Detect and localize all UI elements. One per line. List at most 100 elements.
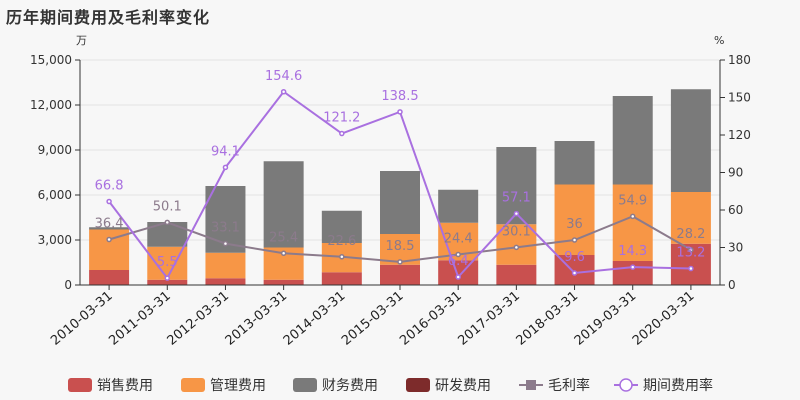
x-tick-label: 2013-03-31 bbox=[223, 289, 291, 349]
data-label-0-8: 36 bbox=[566, 217, 583, 232]
x-tick-label: 2015-03-31 bbox=[339, 289, 407, 349]
data-label-1-3: 154.6 bbox=[265, 69, 302, 84]
data-label-1-2: 94.1 bbox=[211, 144, 240, 159]
data-label-0-7: 30.1 bbox=[502, 224, 531, 239]
data-label-0-5: 18.5 bbox=[386, 239, 415, 254]
bar-0-6 bbox=[438, 260, 479, 285]
line-point-0-8 bbox=[571, 237, 578, 243]
line-point-1-7 bbox=[513, 210, 520, 217]
line-point-0-10 bbox=[688, 247, 694, 253]
x-tick-label: 2018-03-31 bbox=[514, 289, 582, 349]
right-tick-label: 30 bbox=[728, 241, 743, 255]
right-tick-label: 60 bbox=[728, 203, 743, 217]
line-point-0-3 bbox=[280, 250, 287, 256]
left-tick-label: 6,000 bbox=[38, 188, 72, 202]
data-label-1-0: 66.8 bbox=[95, 179, 124, 194]
line-point-0-6 bbox=[455, 251, 461, 258]
bar-0-2 bbox=[205, 278, 246, 285]
bar-2-9 bbox=[612, 96, 653, 185]
legend-label-4: 毛利率 bbox=[548, 377, 590, 394]
line-point-0-7 bbox=[513, 244, 520, 251]
bar-2-6 bbox=[438, 189, 479, 223]
legend-swatch-1 bbox=[181, 378, 205, 392]
left-axis-unit: 万 bbox=[76, 34, 87, 47]
bar-0-3 bbox=[263, 279, 304, 285]
line-point-1-3 bbox=[280, 89, 287, 95]
right-tick-label: 120 bbox=[728, 128, 751, 142]
legend-label-1: 管理费用 bbox=[210, 378, 266, 394]
left-tick-label: 0 bbox=[64, 278, 72, 292]
line-point-1-10 bbox=[688, 265, 694, 272]
data-label-1-7: 57.1 bbox=[502, 191, 531, 206]
data-label-0-10: 28.2 bbox=[676, 227, 705, 242]
bar-2-5 bbox=[380, 171, 420, 234]
data-label-0-2: 33.1 bbox=[211, 221, 240, 236]
line-point-1-2 bbox=[222, 164, 229, 171]
line-point-1-1 bbox=[164, 275, 171, 281]
line-point-0-4 bbox=[339, 254, 345, 260]
x-tick-label: 2020-03-31 bbox=[630, 289, 698, 349]
bar-0-4 bbox=[321, 272, 362, 285]
line-point-0-2 bbox=[222, 240, 229, 247]
bar-2-4 bbox=[321, 210, 362, 243]
bar-0-5 bbox=[380, 264, 420, 285]
line-point-1-0 bbox=[106, 198, 112, 205]
line-point-1-6 bbox=[455, 274, 461, 280]
bar-0-7 bbox=[496, 264, 537, 285]
data-label-0-6: 24.4 bbox=[444, 232, 473, 247]
right-tick-label: 90 bbox=[728, 166, 743, 180]
legend-swatch-2 bbox=[293, 378, 317, 392]
data-label-1-4: 121.2 bbox=[323, 111, 360, 126]
bar-2-8 bbox=[554, 141, 595, 185]
legend-swatch-3 bbox=[406, 378, 430, 392]
line-point-1-4 bbox=[339, 130, 345, 137]
data-label-1-9: 14.3 bbox=[618, 244, 647, 259]
data-label-0-0: 36.4 bbox=[95, 217, 124, 232]
x-tick-label: 2014-03-31 bbox=[281, 289, 349, 349]
legend-swatch-0 bbox=[68, 378, 92, 392]
legend-marker-4 bbox=[526, 380, 536, 390]
right-tick-label: 150 bbox=[728, 91, 751, 105]
chart-title: 历年期间费用及毛利率变化 bbox=[6, 8, 211, 27]
bar-1-2 bbox=[205, 252, 246, 279]
data-label-0-3: 25.4 bbox=[269, 230, 298, 245]
bar-2-0 bbox=[89, 227, 130, 230]
data-label-1-5: 138.5 bbox=[381, 89, 418, 104]
line-point-1-8 bbox=[571, 270, 578, 276]
data-label-1-6: 6.4 bbox=[448, 254, 469, 269]
line-point-0-9 bbox=[629, 213, 636, 220]
x-tick-label: 2012-03-31 bbox=[164, 289, 232, 349]
x-tick-label: 2017-03-31 bbox=[455, 289, 523, 349]
data-label-1-8: 9.6 bbox=[564, 250, 585, 265]
data-label-0-4: 22.6 bbox=[327, 234, 356, 249]
line-point-1-9 bbox=[629, 264, 636, 270]
bar-0-0 bbox=[89, 270, 130, 285]
data-label-0-1: 50.1 bbox=[153, 199, 182, 214]
line-point-1-5 bbox=[397, 109, 403, 115]
data-label-1-10: 13.2 bbox=[676, 246, 705, 261]
legend-label-3: 研发费用 bbox=[435, 378, 491, 394]
left-tick-label: 15,000 bbox=[30, 53, 72, 67]
bar-2-10 bbox=[670, 89, 711, 192]
right-axis-unit: % bbox=[714, 34, 724, 47]
x-tick-label: 2016-03-31 bbox=[397, 289, 465, 349]
x-tick-label: 2010-03-31 bbox=[48, 289, 116, 349]
left-tick-label: 12,000 bbox=[30, 98, 72, 112]
line-point-0-5 bbox=[397, 259, 403, 265]
bar-1-8 bbox=[554, 184, 595, 255]
line-point-0-0 bbox=[106, 236, 112, 243]
data-label-1-1: 5.5 bbox=[157, 255, 178, 270]
right-tick-label: 0 bbox=[728, 278, 736, 292]
bar-1-10 bbox=[670, 192, 711, 244]
legend-label-5: 期间费用率 bbox=[643, 377, 713, 394]
right-tick-label: 180 bbox=[728, 53, 751, 67]
left-tick-label: 9,000 bbox=[38, 143, 72, 157]
x-tick-label: 2019-03-31 bbox=[572, 289, 640, 349]
x-tick-label: 2011-03-31 bbox=[106, 289, 174, 349]
bar-1-7 bbox=[496, 224, 537, 265]
legend-marker-5 bbox=[619, 378, 633, 392]
bar-2-3 bbox=[263, 161, 304, 248]
data-label-0-9: 54.9 bbox=[618, 193, 647, 208]
line-point-0-1 bbox=[164, 219, 171, 226]
